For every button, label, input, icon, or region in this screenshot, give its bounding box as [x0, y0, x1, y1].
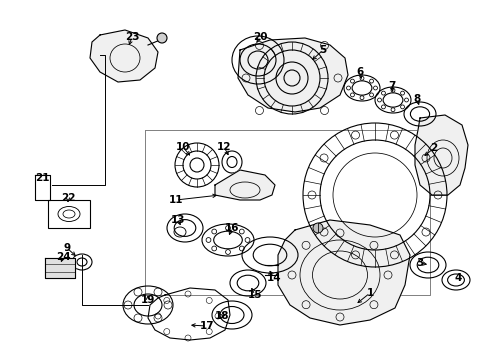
Text: 12: 12: [216, 142, 231, 152]
Text: 7: 7: [387, 81, 395, 91]
Text: 24: 24: [56, 252, 70, 262]
Text: 20: 20: [252, 32, 267, 42]
Polygon shape: [45, 258, 75, 278]
Text: 22: 22: [61, 193, 75, 203]
Text: 21: 21: [35, 173, 49, 183]
Text: 16: 16: [224, 223, 239, 233]
Text: 4: 4: [453, 273, 461, 283]
Text: 1: 1: [366, 288, 373, 298]
Text: 15: 15: [247, 290, 262, 300]
Text: 17: 17: [199, 321, 214, 331]
Polygon shape: [90, 30, 158, 82]
Text: 19: 19: [141, 295, 155, 305]
Text: 2: 2: [429, 143, 437, 153]
Polygon shape: [414, 115, 467, 195]
Text: 9: 9: [63, 243, 70, 253]
Polygon shape: [215, 170, 274, 200]
Text: 11: 11: [168, 195, 183, 205]
Text: 23: 23: [124, 32, 139, 42]
Polygon shape: [278, 220, 409, 325]
Circle shape: [157, 33, 167, 43]
Polygon shape: [238, 38, 347, 112]
Text: 8: 8: [412, 94, 420, 104]
Circle shape: [312, 223, 323, 233]
Text: 3: 3: [415, 258, 423, 268]
Text: 5: 5: [319, 45, 326, 55]
Text: 14: 14: [266, 273, 281, 283]
Text: 13: 13: [170, 215, 185, 225]
Text: 18: 18: [214, 311, 229, 321]
Bar: [48, 200, 90, 228]
Text: 10: 10: [175, 142, 190, 152]
Text: 6: 6: [356, 67, 363, 77]
